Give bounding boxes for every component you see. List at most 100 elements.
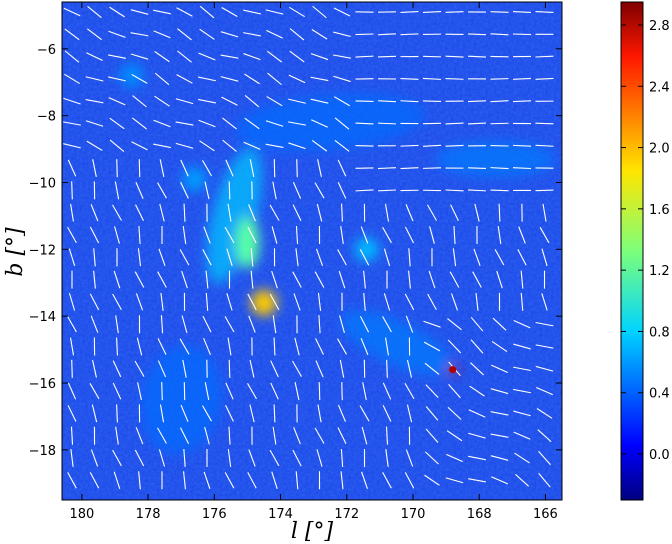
polarization-vector	[445, 477, 464, 484]
polarization-vector	[267, 72, 282, 86]
colorbar-gradient	[620, 1, 644, 501]
polarization-vector	[400, 77, 419, 80]
polarization-vector	[203, 337, 211, 356]
colorbar-tick-label: 0.4	[649, 387, 670, 402]
polarization-vector	[248, 204, 256, 222]
polarization-vector	[385, 426, 389, 445]
polarization-vector	[512, 10, 532, 14]
polarization-vector	[537, 429, 552, 443]
polarization-vector	[520, 292, 524, 311]
polarization-vector	[130, 9, 149, 15]
polarization-vector	[445, 11, 464, 13]
polarization-vector	[311, 140, 328, 152]
polarization-vector	[535, 144, 554, 147]
polarization-vector	[318, 382, 321, 401]
polarization-vector	[114, 181, 120, 200]
colorbar-tick-label: 0.8	[649, 325, 670, 340]
polarization-vector	[113, 471, 121, 490]
polarization-vector	[270, 382, 279, 400]
polarization-vector	[340, 226, 344, 244]
polarization-vector	[310, 53, 329, 61]
polarization-vector	[138, 471, 141, 490]
polarization-vector	[359, 405, 370, 422]
polarization-vector	[91, 404, 98, 423]
polarization-vector	[64, 28, 80, 41]
polarization-vector	[408, 270, 411, 289]
polarization-vector	[225, 405, 234, 422]
polarization-vector	[405, 449, 414, 467]
polarization-vector	[227, 203, 232, 222]
polarization-vector	[538, 473, 551, 488]
polarization-vector	[400, 11, 419, 13]
x-axis-label: l [°]	[291, 519, 334, 544]
polarization-vector	[470, 339, 484, 354]
polarization-vector	[312, 5, 327, 19]
polarization-vector	[202, 405, 212, 422]
polarization-vector	[265, 143, 284, 148]
polarization-vector	[270, 360, 279, 378]
polarization-vector	[383, 248, 391, 267]
polarization-vector	[243, 9, 261, 15]
polarization-vector	[273, 337, 276, 356]
polarization-vector	[203, 471, 211, 489]
polarization-vector	[386, 359, 388, 378]
polarization-vector	[67, 382, 77, 400]
polarization-vector	[67, 472, 77, 489]
polarization-vector	[89, 383, 100, 400]
polarization-vector	[71, 359, 73, 378]
colorbar-tick-label: 0.0	[649, 448, 670, 463]
x-tick-label: 180	[69, 507, 94, 522]
polarization-vector	[468, 478, 486, 483]
polarization-vector	[294, 337, 300, 356]
polarization-vector	[491, 476, 508, 485]
polarization-vector	[228, 359, 231, 378]
polarization-vector	[513, 431, 531, 440]
polarization-vector	[377, 167, 397, 170]
polarization-vector	[538, 450, 551, 466]
polarization-vector	[490, 78, 509, 80]
polarization-vector	[333, 96, 351, 107]
polarization-vector	[400, 167, 419, 170]
colorbar-tick-label: 2.8	[649, 19, 670, 34]
polarization-vector	[382, 382, 392, 400]
polarization-vector	[427, 204, 437, 221]
polarization-vector	[445, 144, 464, 147]
polarization-vector	[288, 74, 306, 84]
polarization-vector	[157, 427, 167, 444]
polarization-vector	[69, 337, 75, 356]
polarization-vector	[130, 53, 149, 60]
polarization-vector	[340, 448, 344, 468]
polarization-vector	[539, 226, 550, 244]
polarization-vector	[377, 100, 397, 103]
polarization-vector	[269, 204, 280, 221]
polarization-vector	[355, 55, 374, 58]
polarization-vector	[514, 473, 530, 487]
polarization-vector	[243, 32, 261, 37]
polarization-vector	[422, 144, 442, 147]
polarization-vector	[293, 293, 301, 311]
emission-peak	[354, 237, 379, 262]
plot-frame	[61, 1, 563, 501]
polarization-vector	[310, 98, 329, 104]
polarization-vector	[86, 52, 103, 61]
polarization-vector	[244, 95, 260, 108]
polarization-vector	[63, 97, 81, 105]
polarization-vector	[333, 7, 351, 17]
polarization-vector	[294, 382, 300, 401]
polarization-vector	[243, 53, 261, 61]
polarization-vector	[425, 428, 439, 443]
polarization-vector	[227, 337, 232, 356]
polarization-vector	[513, 388, 531, 394]
polarization-vector	[338, 270, 346, 289]
diffuse-emission	[435, 141, 556, 178]
polarization-vector	[135, 293, 144, 311]
polarization-vector	[249, 359, 255, 378]
polarization-vector	[445, 122, 464, 125]
polarization-vector	[428, 270, 436, 289]
polarization-vector	[467, 33, 487, 36]
polarization-vector	[288, 98, 306, 104]
polarization-vector	[85, 120, 104, 127]
polarization-vector	[427, 293, 437, 311]
polarization-vector	[359, 249, 370, 266]
polarization-vector	[225, 382, 234, 400]
